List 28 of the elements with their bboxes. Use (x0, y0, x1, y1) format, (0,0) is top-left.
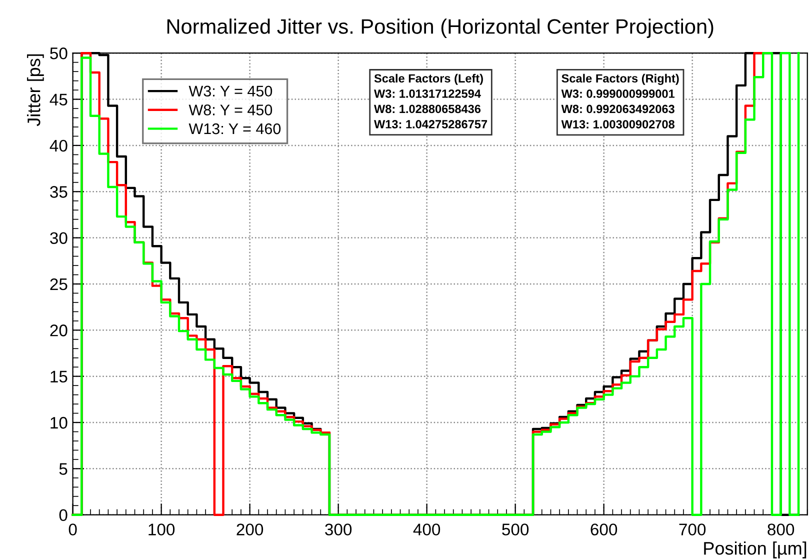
x-axis-title: Position [µm] (704, 541, 806, 558)
y-tick-label: 5 (59, 463, 68, 475)
chart-title: Normalized Jitter vs. Position (Horizontal Center Projection) (167, 18, 714, 38)
y-tick-label: 40 (50, 140, 68, 152)
legend-label: W13: Y = 460 (188, 123, 281, 134)
x-tick-label: 600 (590, 524, 618, 536)
legend-label: W3: Y = 450 (188, 86, 272, 97)
x-tick-label: 0 (68, 524, 77, 536)
y-tick-label: 20 (50, 324, 68, 336)
x-tick-label: 500 (502, 524, 529, 536)
legend-label: W8: Y = 450 (188, 104, 272, 116)
y-axis-title: Jitter [ps] (27, 54, 44, 126)
x-tick-label: 100 (148, 524, 175, 536)
x-tick-label: 700 (679, 524, 706, 536)
y-tick-label: 45 (50, 94, 68, 106)
y-tick-label: 0 (59, 509, 68, 522)
y-tick-label: 10 (50, 416, 68, 429)
x-tick-label: 400 (413, 524, 440, 536)
y-tick-label: 50 (50, 48, 68, 60)
y-tick-label: 30 (50, 232, 68, 244)
y-tick-label: 15 (50, 370, 68, 383)
y-tick-label: 35 (50, 186, 68, 198)
annotation: Scale Factors (Left) W3: 1.01317122594 W8: 1.02880658436 W13: 1.04275286757 (374, 74, 488, 128)
annotation: Scale Factors (Right) W3: 0.999000999001 W8: 0.992063492063 W13: 1.00300902708 (561, 74, 679, 128)
x-tick-label: 300 (325, 524, 352, 536)
y-tick-label: 25 (50, 278, 68, 290)
x-tick-label: 800 (768, 524, 794, 536)
x-tick-label: 200 (236, 524, 264, 536)
